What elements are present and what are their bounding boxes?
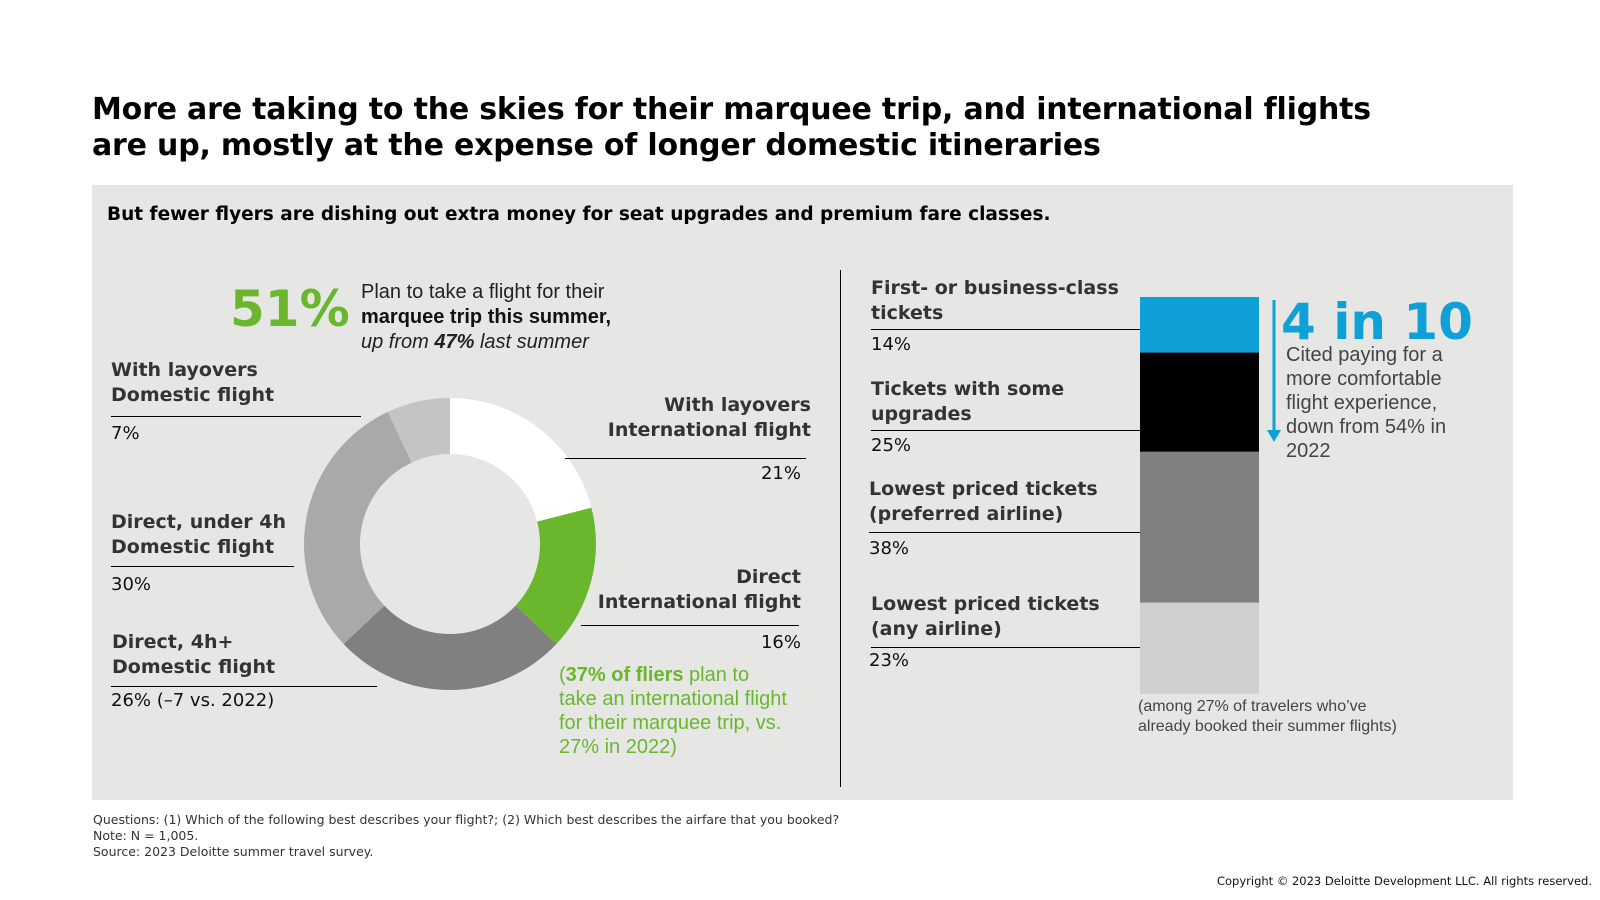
- panel-divider: [840, 270, 841, 787]
- donut-rule-dom-direct-short: [111, 566, 294, 567]
- donut-slice-dom-direct-long: [343, 605, 557, 690]
- stack-base-note-line-1: (among 27% of travelers who’ve: [1138, 698, 1367, 715]
- international-note-open: (: [559, 664, 566, 686]
- stack-base-note: (among 27% of travelers who’ve already b…: [1138, 697, 1397, 737]
- donut-rule-dom-direct-long: [111, 686, 377, 687]
- donut-label-dom-direct-short-line-1: Direct, under 4h: [111, 511, 286, 533]
- donut-label-intl-layovers: With layovers International flight: [608, 393, 811, 443]
- footnote-questions: Questions: (1) Which of the following be…: [93, 812, 840, 827]
- stack-label-premium-line-2: tickets: [871, 302, 944, 324]
- stack-rule-any: [871, 647, 1140, 648]
- donut-rule-intl-layovers: [565, 458, 806, 459]
- copyright: Copyright © 2023 Deloitte Development LL…: [1216, 874, 1592, 888]
- donut-pct-dom-direct-short: 30%: [111, 574, 152, 595]
- donut-label-intl-direct: Direct International flight: [598, 565, 801, 615]
- international-note-rest: plan to take an international flight for…: [559, 664, 787, 758]
- donut-label-intl-layovers-line-1: With layovers: [664, 394, 811, 416]
- stack-label-preferred: Lowest priced tickets (preferred airline…: [869, 477, 1098, 527]
- stack-pct-any: 23%: [869, 650, 910, 671]
- donut-rule-intl-direct: [581, 625, 799, 626]
- donut-label-intl-direct-line-1: Direct: [736, 566, 801, 588]
- panel-subtitle: But fewer flyers are dishing out extra m…: [107, 204, 1051, 225]
- donut-label-intl-layovers-line-2: International flight: [607, 419, 811, 441]
- marquee-flight-description: Plan to take a flight for their marquee …: [361, 280, 611, 355]
- stack-label-upgrades-line-2: upgrades: [871, 403, 972, 425]
- stack-pct-upgrades: 25%: [871, 435, 912, 456]
- callout-4-in-10: 4 in 10: [1281, 293, 1473, 351]
- international-note: (37% of fliers plan to take an internati…: [559, 663, 789, 759]
- donut-label-dom-direct-short: Direct, under 4h Domestic flight: [111, 510, 286, 560]
- stack-label-premium-line-1: First- or business-class: [871, 277, 1119, 299]
- stack-label-preferred-line-2: (preferred airline): [869, 503, 1064, 525]
- stack-label-premium: First- or business-class tickets: [871, 276, 1119, 326]
- stack-label-preferred-line-1: Lowest priced tickets: [869, 478, 1098, 500]
- stack-rule-upgrades: [871, 430, 1140, 431]
- stat-line-3-value: 47%: [434, 331, 475, 353]
- footnotes: Questions: (1) Which of the following be…: [93, 812, 839, 860]
- donut-slice-intl-layovers: [450, 398, 592, 522]
- international-note-bold: 37% of fliers: [565, 664, 684, 686]
- stack-bar-preferred: [1140, 451, 1259, 603]
- stack-bar-any: [1140, 602, 1259, 694]
- stack-base-note-line-2: already booked their summer flights): [1138, 718, 1397, 735]
- stack-label-upgrades-line-1: Tickets with some: [871, 378, 1065, 400]
- stat-line-3: up from 47% last summer: [361, 330, 611, 355]
- page-title: More are taking to the skies for their m…: [92, 92, 1371, 163]
- donut-slice-intl-direct: [515, 507, 596, 644]
- stack-rule-preferred: [869, 532, 1140, 533]
- stack-rule-premium: [871, 329, 1140, 330]
- donut-pct-dom-layovers: 7%: [111, 423, 140, 444]
- donut-pct-dom-direct-long: 26% (–7 vs. 2022): [111, 690, 275, 711]
- footnote-source: Source: 2023 Deloitte summer travel surv…: [93, 844, 374, 859]
- footnote-sample: Note: N = 1,005.: [93, 828, 199, 843]
- donut-label-dom-direct-long: Direct, 4h+ Domestic flight: [112, 630, 275, 680]
- stat-line-2: marquee trip this summer,: [361, 306, 612, 328]
- stack-label-upgrades: Tickets with some upgrades: [871, 377, 1064, 427]
- stack-pct-preferred: 38%: [869, 538, 910, 559]
- stack-label-any: Lowest priced tickets (any airline): [871, 592, 1100, 642]
- stack-bar-premium: [1140, 297, 1259, 353]
- donut-slice-dom-direct-short: [303, 411, 412, 644]
- donut-label-dom-layovers-line-2: Domestic flight: [111, 384, 275, 406]
- donut-pct-intl-layovers: 21%: [760, 463, 801, 484]
- down-arrow-icon: [1267, 430, 1281, 442]
- stack-label-any-line-1: Lowest priced tickets: [871, 593, 1100, 615]
- donut-label-dom-direct-short-line-2: Domestic flight: [111, 536, 275, 558]
- donut-label-dom-layovers: With layovers Domestic flight: [111, 358, 274, 408]
- donut-pct-intl-direct: 16%: [760, 632, 801, 653]
- stack-pct-premium: 14%: [871, 334, 912, 355]
- donut-label-intl-direct-line-2: International flight: [597, 591, 801, 613]
- stat-line-1: Plan to take a flight for their: [361, 281, 605, 303]
- marquee-flight-stat: 51%: [230, 280, 350, 338]
- stat-line-3-suffix: last summer: [474, 331, 589, 353]
- donut-label-dom-layovers-line-1: With layovers: [111, 359, 258, 381]
- stack-bar-upgrades: [1140, 352, 1259, 452]
- donut-rule-dom-layovers: [111, 416, 361, 417]
- donut-label-dom-direct-long-line-1: Direct, 4h+: [112, 631, 234, 653]
- donut-slice-dom-layovers: [387, 398, 450, 463]
- callout-description: Cited paying for a more comfortable flig…: [1286, 344, 1447, 462]
- stat-line-3-prefix: up from: [361, 331, 435, 353]
- donut-label-dom-direct-long-line-2: Domestic flight: [112, 656, 276, 678]
- stack-label-any-line-2: (any airline): [871, 618, 1002, 640]
